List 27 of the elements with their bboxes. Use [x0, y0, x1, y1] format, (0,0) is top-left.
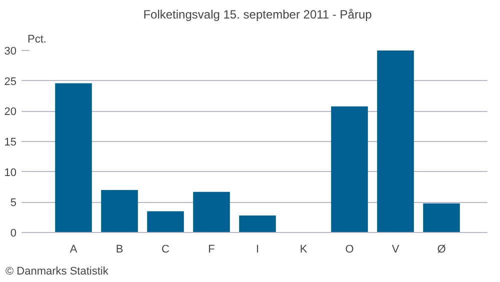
x-tick-label: V [392, 244, 400, 256]
x-tick-label: O [345, 244, 354, 256]
bar [423, 203, 460, 232]
bar [101, 190, 138, 232]
bar [239, 216, 276, 232]
x-tick-label: K [300, 244, 308, 256]
y-tick-label: 15 [4, 136, 17, 148]
bar [147, 211, 184, 232]
x-tick-label: C [162, 244, 170, 256]
y-tick-label: 25 [4, 76, 17, 88]
x-tick-label: I [256, 244, 260, 256]
y-axis-title: Pct. [28, 34, 46, 46]
text: © Danmarks Statistik [6, 266, 109, 278]
y-tick-label: 30 [4, 46, 17, 58]
bar [377, 50, 414, 232]
x-tick-label: B [116, 244, 124, 256]
y-tick-label: 5 [10, 197, 17, 210]
y-tick-label: 10 [4, 166, 17, 179]
y-tick-label: 0 [10, 228, 17, 240]
x-tick-label: A [70, 244, 78, 256]
y-tick-label: 20 [4, 106, 17, 118]
chart-title: Folketingsvalg 15. september 2011 - Pårup [143, 8, 372, 22]
x-tick-label: F [208, 244, 216, 256]
x-tick-label: Ø [437, 244, 446, 256]
bar [331, 106, 368, 232]
bar [55, 83, 92, 232]
bar [193, 192, 230, 232]
